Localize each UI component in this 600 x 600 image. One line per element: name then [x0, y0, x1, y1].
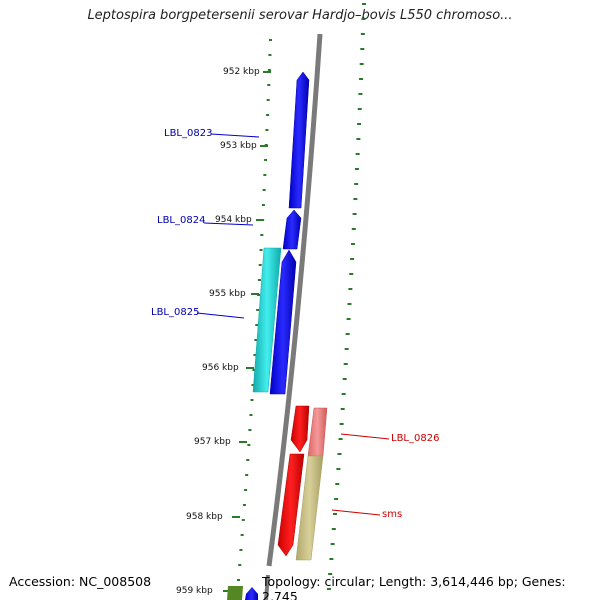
- gene-label-lbl-0823[interactable]: LBL_0823: [164, 128, 260, 139]
- kbp-tick-959: 959 kbp: [176, 586, 231, 596]
- svg-text:sms: sms: [382, 509, 402, 520]
- green-feature-partial: [227, 586, 243, 600]
- tick-label: 957 kbp: [194, 437, 231, 447]
- genome-stats-text: Topology: circular; Length: 3,614,446 bp…: [262, 574, 566, 600]
- gene-sms-feature-bar[interactable]: [295, 455, 324, 561]
- gene-label-lbl-0824[interactable]: LBL_0824: [157, 215, 254, 226]
- gene-lbl-0824-arrow[interactable]: [282, 209, 302, 250]
- kbp-tick-958: 958 kbp: [186, 512, 240, 522]
- gene-lbl-0826-arrow[interactable]: [290, 405, 310, 453]
- gene-lbl-0825-arrow[interactable]: [269, 249, 297, 395]
- kbp-tick-956: 956 kbp: [202, 363, 254, 373]
- kbp-tick-954: 954 kbp: [215, 215, 264, 225]
- kbp-tick-952: 952 kbp: [223, 67, 271, 77]
- svg-text:LBL_0824: LBL_0824: [157, 215, 205, 226]
- tick-label: 956 kbp: [202, 363, 239, 373]
- tick-label: 955 kbp: [209, 289, 246, 299]
- map-title: Leptospira borgpetersenii serovar Hardjo…: [87, 8, 513, 23]
- kbp-tick-955: 955 kbp: [209, 289, 259, 299]
- tick-label: 954 kbp: [215, 215, 252, 225]
- chromosome-backbone-lower: [264, 574, 270, 600]
- gene-lbl-0825-feature-bar[interactable]: [252, 247, 282, 393]
- svg-text:LBL_0825: LBL_0825: [151, 307, 199, 318]
- tick-label: 959 kbp: [176, 586, 213, 596]
- tick-label: 952 kbp: [223, 67, 260, 77]
- kbp-tick-953: 953 kbp: [220, 141, 268, 151]
- blue-feature-partial: [245, 587, 258, 600]
- gene-label-lbl-0825[interactable]: LBL_0825: [151, 307, 245, 319]
- chromosome-backbone: [266, 33, 323, 567]
- gene-sms-arrow[interactable]: [277, 453, 305, 557]
- gene-label-sms[interactable]: sms: [331, 509, 402, 520]
- tick-label: 958 kbp: [186, 512, 223, 522]
- gene-label-lbl-0826[interactable]: LBL_0826: [340, 433, 439, 444]
- svg-text:LBL_0826: LBL_0826: [391, 433, 439, 444]
- kbp-tick-957: 957 kbp: [194, 437, 247, 447]
- gene-lbl-0826-feature-bar[interactable]: [307, 407, 328, 457]
- accession-text: Accession: NC_008508: [9, 574, 152, 589]
- svg-text:LBL_0823: LBL_0823: [164, 128, 212, 139]
- tick-label: 953 kbp: [220, 141, 257, 151]
- gene-lbl-0823-arrow[interactable]: [288, 71, 310, 209]
- outer-tick-track: [326, 3, 366, 590]
